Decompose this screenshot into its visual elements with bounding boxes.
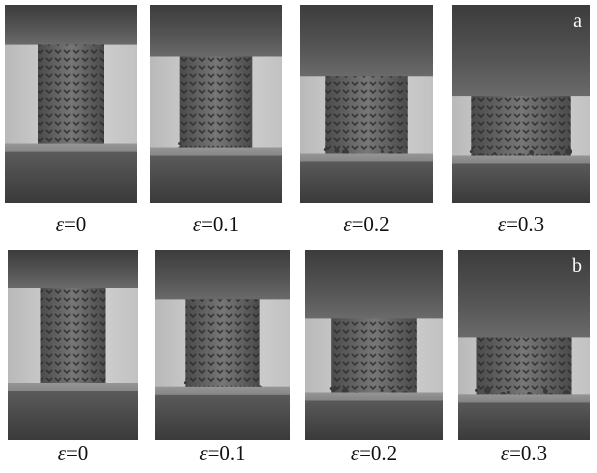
debris: [334, 148, 339, 153]
debris: [565, 148, 572, 155]
photo: [5, 5, 137, 203]
caption-value: =0.2: [352, 212, 390, 236]
bottom-platen: [150, 148, 282, 203]
photo: [300, 5, 433, 203]
caption: ε=0: [58, 441, 89, 465]
bottom-platen-face: [155, 387, 290, 395]
debris: [475, 389, 478, 392]
debris: [381, 389, 384, 392]
caption: ε=0.2: [343, 212, 389, 236]
debris: [493, 152, 496, 155]
specimen-lattice: [41, 286, 106, 385]
photo: [458, 250, 590, 440]
caption: ε=0.3: [498, 212, 544, 236]
top-platen: [452, 5, 590, 96]
top-platen: [5, 5, 137, 45]
debris: [331, 387, 336, 392]
bottom-platen-face: [458, 394, 590, 402]
top-platen: [305, 250, 443, 318]
photo: [452, 5, 590, 203]
caption-value: =0.3: [509, 441, 547, 465]
debris: [507, 391, 510, 394]
caption-value: =0: [66, 441, 88, 465]
caption: ε=0.1: [193, 212, 239, 236]
caption-value: =0.2: [359, 441, 397, 465]
specimen-lattice: [476, 335, 571, 396]
specimen-lattice: [471, 94, 570, 157]
photo: [150, 5, 282, 203]
panel-label: b: [572, 255, 582, 277]
debris: [529, 150, 534, 155]
photo: [155, 250, 290, 440]
bottom-platen-face: [150, 148, 282, 156]
caption-value: =0: [64, 212, 86, 236]
bottom-platen: [5, 144, 137, 203]
photo: [8, 250, 138, 440]
specimen-lattice: [185, 297, 259, 388]
bottom-platen-face: [452, 155, 590, 163]
caption: ε=0.1: [199, 441, 245, 465]
specimen-lattice: [180, 54, 253, 149]
bottom-platen-face: [8, 383, 138, 391]
bottom-platen-face: [305, 393, 443, 401]
top-platen: [458, 250, 590, 337]
debris: [324, 148, 327, 151]
panel-label: a: [573, 10, 582, 32]
top-platen: [155, 250, 290, 299]
debris: [178, 142, 181, 145]
figure: ε=0 ε=0.1 ε=0.2 ε=0.3 a ε=0 ε=0.1 ε=0.2 ε=0.3 b: [0, 0, 597, 473]
top-platen: [150, 5, 282, 56]
photo: [305, 250, 443, 440]
specimen-lattice: [38, 43, 104, 146]
specimen-lattice: [331, 316, 417, 394]
top-platen: [300, 5, 433, 76]
debris: [543, 389, 548, 394]
caption: ε=0.2: [351, 441, 397, 465]
caption: ε=0: [56, 212, 87, 236]
bottom-platen-face: [5, 144, 137, 152]
debris: [484, 387, 491, 394]
specimen-lattice: [325, 74, 407, 155]
debris: [381, 150, 384, 153]
caption-value: =0.3: [506, 212, 544, 236]
top-platen: [8, 250, 138, 288]
debris: [184, 381, 187, 384]
bottom-platen-face: [300, 154, 433, 162]
caption-value: =0.1: [208, 441, 246, 465]
bottom-platen: [8, 383, 138, 440]
caption-value: =0.1: [201, 212, 239, 236]
caption: ε=0.3: [501, 441, 547, 465]
debris: [470, 150, 473, 153]
